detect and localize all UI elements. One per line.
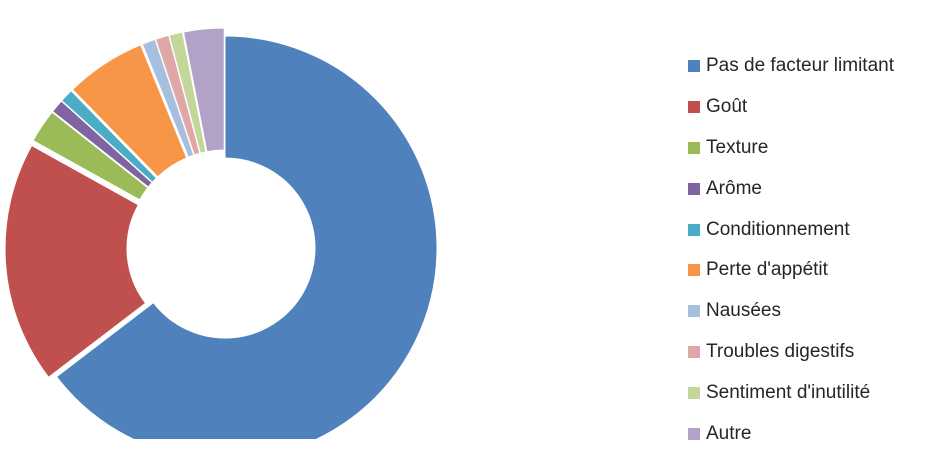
legend-item: Conditionnement	[688, 209, 894, 250]
slice-9	[168, 31, 207, 154]
slice-8	[154, 34, 201, 156]
legend-item: Perte d'appétit	[688, 250, 894, 291]
legend-label: Pas de facteur limitant	[706, 55, 894, 77]
legend-label: Arôme	[706, 177, 762, 199]
legend-label: Texture	[706, 136, 769, 158]
legend-item: Nausées	[688, 291, 894, 332]
slice-5	[60, 90, 158, 183]
legend-item: Sentiment d'inutilité	[688, 372, 894, 413]
legend-item: Arôme	[688, 168, 894, 209]
legend-swatch	[688, 101, 700, 114]
slice-3	[32, 111, 149, 201]
legend-swatch	[688, 141, 700, 154]
legend-item: Troubles digestifs	[688, 332, 894, 373]
legend-label: Troubles digestifs	[706, 340, 855, 362]
slice-7	[141, 38, 195, 158]
donut-chart	[4, 27, 438, 439]
slice-4	[51, 100, 153, 188]
chart-legend: Pas de facteur limitant Goût Texture Arôme C…	[688, 46, 894, 454]
legend-label: Perte d'appétit	[706, 259, 828, 281]
slice-10	[182, 27, 225, 153]
legend-swatch	[688, 427, 700, 440]
slice-1	[55, 35, 438, 439]
legend-swatch	[688, 264, 700, 277]
slice-6	[71, 44, 188, 178]
legend-swatch	[688, 60, 700, 73]
legend-swatch	[688, 223, 700, 236]
legend-label: Autre	[706, 422, 752, 444]
legend-item: Autre	[688, 413, 894, 454]
legend-label: Sentiment d'inutilité	[706, 381, 871, 403]
slice-2	[4, 144, 147, 378]
legend-swatch	[688, 305, 700, 318]
legend-swatch	[688, 386, 700, 399]
legend-label: Goût	[706, 96, 748, 118]
legend-label: Conditionnement	[706, 218, 850, 240]
legend-swatch	[688, 345, 700, 358]
legend-label: Nausées	[706, 300, 781, 322]
legend-item: Texture	[688, 128, 894, 169]
legend-item: Goût	[688, 87, 894, 128]
legend-swatch	[688, 182, 700, 195]
legend-item: Pas de facteur limitant	[688, 46, 894, 87]
